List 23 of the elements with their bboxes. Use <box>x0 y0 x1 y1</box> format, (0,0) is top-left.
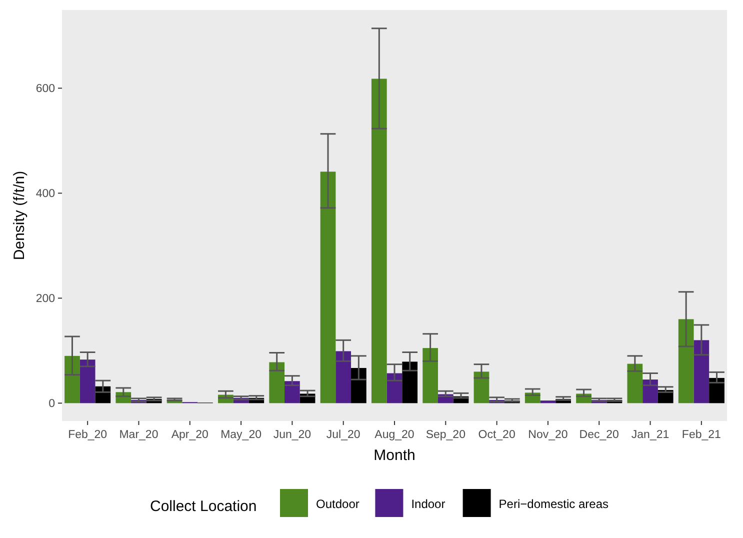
legend-title: Collect Location <box>150 498 257 515</box>
legend-label: Peri−domestic areas <box>498 497 609 511</box>
x-tick-label: Sep_20 <box>426 429 466 441</box>
legend-label: Indoor <box>411 497 446 511</box>
x-tick-label: Jan_21 <box>631 429 670 441</box>
x-tick-label: Mar_20 <box>119 429 158 441</box>
x-tick-label: Nov_20 <box>528 429 568 441</box>
x-tick-label: Dec_20 <box>579 429 619 441</box>
y-tick-label: 200 <box>36 293 55 306</box>
x-tick-label: Aug_20 <box>374 429 414 441</box>
x-tick-label: May_20 <box>220 429 262 441</box>
x-tick-label: Apr_20 <box>171 429 208 441</box>
x-tick-label: Feb_21 <box>682 429 721 441</box>
x-tick-label: Jun_20 <box>273 429 312 441</box>
x-tick-label: Oct_20 <box>478 429 516 441</box>
y-tick-label: 0 <box>48 398 55 410</box>
x-tick-label: Jul_20 <box>326 429 360 441</box>
x-axis-title: Month <box>374 447 416 464</box>
y-axis-title: Density (f/t/n) <box>11 170 28 260</box>
y-tick-label: 400 <box>36 188 55 200</box>
x-tick-label: Feb_20 <box>68 429 108 441</box>
y-tick-label: 600 <box>36 83 55 96</box>
legend-label: Outdoor <box>316 497 360 511</box>
